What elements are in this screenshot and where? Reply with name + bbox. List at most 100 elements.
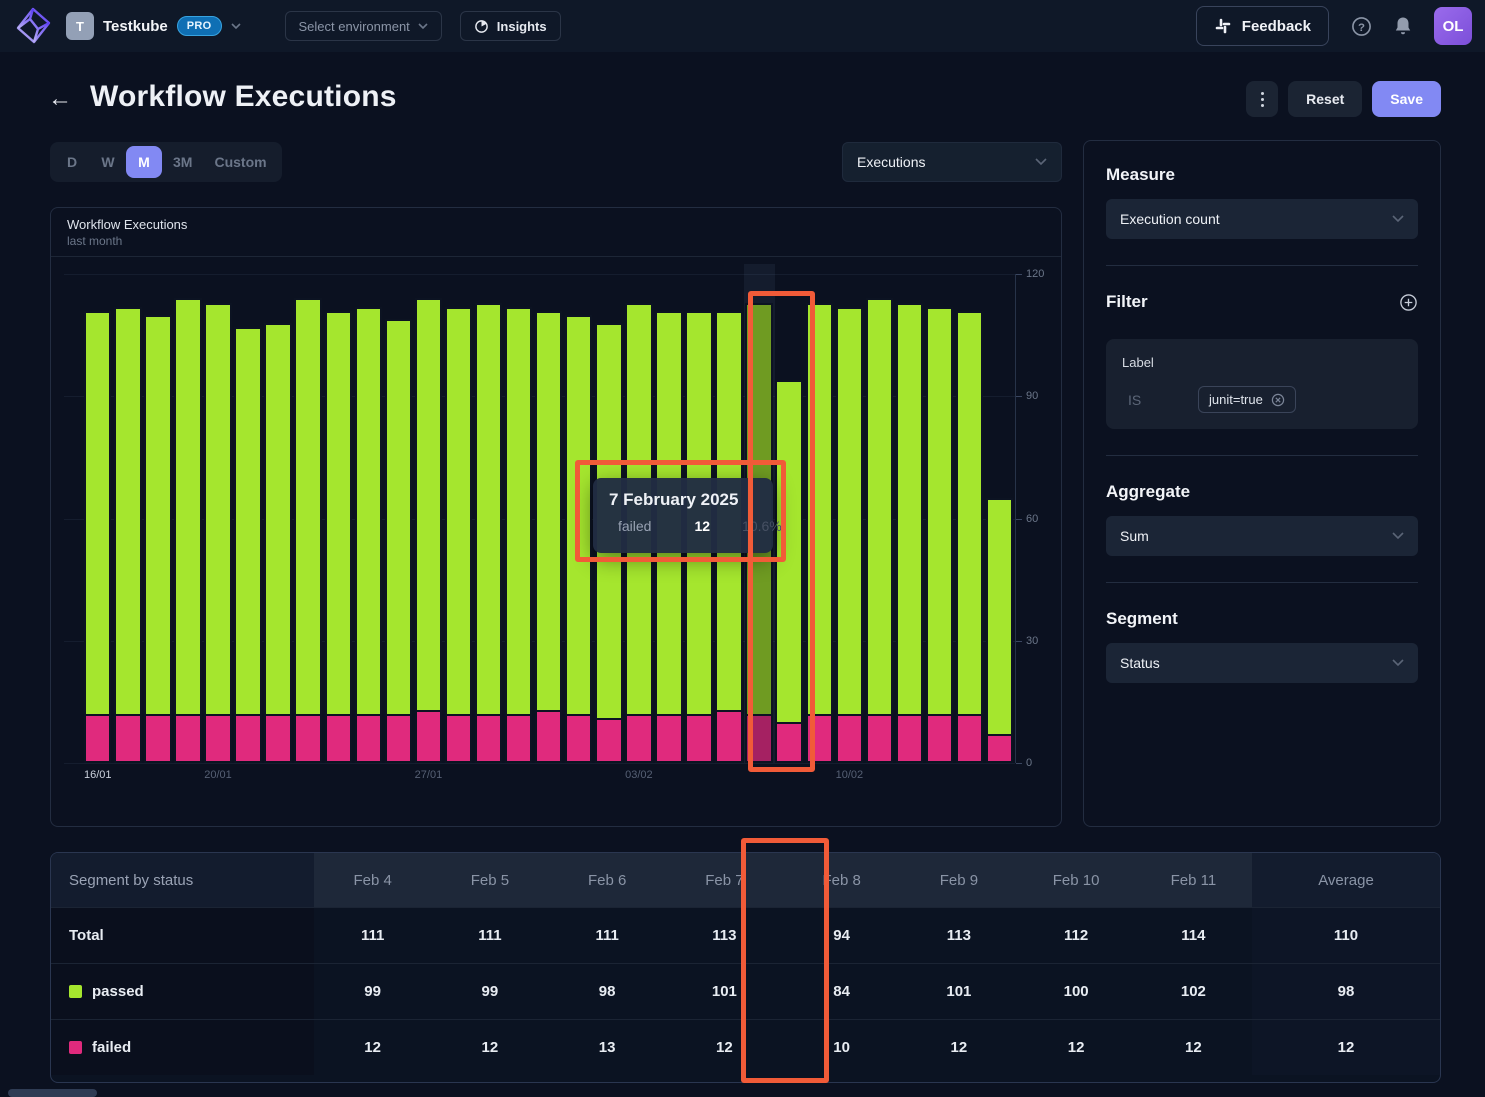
table-row-failed: failed121213121012121212	[51, 1019, 1440, 1075]
stacked-bar-31-01[interactable]	[535, 311, 562, 763]
range-tab-m[interactable]: M	[126, 146, 162, 178]
stacked-bar-27-01[interactable]	[415, 298, 442, 763]
filter-tag[interactable]: junit=true	[1198, 386, 1296, 413]
metric-select[interactable]: Executions	[842, 142, 1062, 182]
table-cell: 98	[1252, 963, 1440, 1019]
table-cell: 99	[314, 963, 431, 1019]
stacked-bar-01-02[interactable]	[565, 315, 592, 763]
stacked-bar-12-02[interactable]	[896, 303, 923, 763]
time-range-tabs: DWM3MCustom	[50, 142, 282, 182]
testkube-logo-icon[interactable]	[0, 6, 66, 46]
metric-select-value: Executions	[857, 154, 925, 170]
row-label-total: Total	[51, 907, 314, 963]
filter-card-title: Label	[1122, 355, 1402, 370]
stacked-bar-14-02[interactable]	[956, 311, 983, 763]
range-tab-d[interactable]: D	[54, 146, 90, 178]
stacked-bar-20-01[interactable]	[204, 303, 231, 763]
range-tab-custom[interactable]: Custom	[203, 146, 277, 178]
stacked-bar-19-01[interactable]	[174, 298, 201, 763]
measure-select[interactable]: Execution count	[1106, 199, 1418, 239]
aggregate-select-value: Sum	[1120, 528, 1149, 544]
stacked-bar-28-01[interactable]	[445, 307, 472, 763]
filter-card-label: Label IS junit=true	[1106, 339, 1418, 429]
stacked-bar-18-01[interactable]	[144, 315, 171, 763]
y-tick-label: 60	[1026, 513, 1056, 525]
x-tick-label: 10/02	[836, 769, 864, 781]
filter-operator: IS	[1122, 392, 1198, 408]
x-tick-label: 03/02	[625, 769, 653, 781]
stacked-bar-08-02[interactable]	[775, 380, 802, 763]
tooltip-series-label: failed	[618, 518, 651, 534]
segment-select[interactable]: Status	[1106, 643, 1418, 683]
select-environment-label: Select environment	[299, 19, 410, 34]
chart-plot[interactable]	[84, 274, 1016, 763]
table-cell: 84	[783, 963, 900, 1019]
table-cell: 12	[1135, 1019, 1252, 1075]
stacked-bar-11-02[interactable]	[866, 298, 893, 763]
stacked-bar-29-01[interactable]	[475, 303, 502, 763]
svg-text:?: ?	[1358, 21, 1365, 33]
stacked-bar-23-01[interactable]	[294, 298, 321, 763]
aggregate-select[interactable]: Sum	[1106, 516, 1418, 556]
chart-panel: Workflow Executions last month 030609012…	[50, 207, 1062, 827]
range-tab-w[interactable]: W	[90, 146, 126, 178]
table-cell: 12	[1018, 1019, 1135, 1075]
org-avatar: T	[66, 12, 94, 40]
chevron-down-icon	[1392, 532, 1404, 540]
table-header-feb-4: Feb 4	[314, 853, 431, 907]
measure-select-value: Execution count	[1120, 211, 1220, 227]
insights-button[interactable]: Insights	[460, 11, 561, 41]
tooltip-title: 7 February 2025	[609, 490, 757, 510]
stacked-bar-26-01[interactable]	[385, 319, 412, 763]
help-button[interactable]: ?	[1351, 16, 1372, 37]
user-avatar[interactable]: OL	[1434, 7, 1472, 45]
row-label-passed: passed	[51, 963, 314, 1019]
org-name: Testkube	[103, 18, 168, 35]
stacked-bar-25-01[interactable]	[355, 307, 382, 763]
stacked-bar-16-01[interactable]	[84, 311, 111, 763]
stacked-bar-10-02[interactable]	[836, 307, 863, 763]
chart-title: Workflow Executions	[67, 217, 1045, 232]
stacked-bar-30-01[interactable]	[505, 307, 532, 763]
stacked-bar-22-01[interactable]	[264, 323, 291, 763]
table-header-feb-8: Feb 8	[783, 853, 900, 907]
chevron-down-icon	[1392, 659, 1404, 667]
stacked-bar-15-02[interactable]	[986, 498, 1013, 763]
tooltip-value: 12	[694, 518, 710, 534]
stacked-bar-13-02[interactable]	[926, 307, 953, 763]
aggregate-heading: Aggregate	[1106, 482, 1418, 502]
table-cell: 114	[1135, 907, 1252, 963]
table-cell: 102	[1135, 963, 1252, 1019]
table-header-feb-6: Feb 6	[549, 853, 666, 907]
bell-icon	[1394, 16, 1412, 36]
stacked-bar-09-02[interactable]	[806, 303, 833, 763]
segment-heading: Segment	[1106, 609, 1418, 629]
select-environment-dropdown[interactable]: Select environment	[285, 11, 442, 41]
stacked-bar-21-01[interactable]	[234, 327, 261, 763]
back-button[interactable]: ←	[48, 85, 72, 113]
more-options-button[interactable]	[1246, 81, 1278, 117]
table-cell: 100	[1018, 963, 1135, 1019]
help-circle-icon: ?	[1351, 16, 1372, 37]
table-cell: 101	[666, 963, 783, 1019]
horizontal-scrollbar-thumb[interactable]	[8, 1089, 97, 1097]
stacked-bar-17-01[interactable]	[114, 307, 141, 763]
x-tick-label: 16/01	[84, 769, 112, 781]
chevron-down-icon	[418, 23, 428, 30]
org-switcher[interactable]: T Testkube PRO	[66, 12, 241, 40]
x-tick-label: 20/01	[204, 769, 232, 781]
table-cell: 13	[549, 1019, 666, 1075]
settings-sidebar: Measure Execution count Filter Label IS …	[1083, 140, 1441, 827]
chevron-down-icon	[1392, 215, 1404, 223]
save-button[interactable]: Save	[1372, 81, 1441, 117]
range-tab-3m[interactable]: 3M	[162, 146, 203, 178]
stacked-bar-24-01[interactable]	[325, 311, 352, 763]
table-cell: 111	[549, 907, 666, 963]
table-cell: 12	[666, 1019, 783, 1075]
topbar: T Testkube PRO Select environment Insigh…	[0, 0, 1485, 52]
add-filter-button[interactable]	[1399, 293, 1418, 312]
notifications-button[interactable]	[1394, 16, 1412, 36]
reset-button[interactable]: Reset	[1288, 81, 1362, 117]
segment-table: Segment by statusFeb 4Feb 5Feb 6Feb 7Feb…	[50, 852, 1441, 1083]
feedback-button[interactable]: Feedback	[1196, 6, 1329, 46]
